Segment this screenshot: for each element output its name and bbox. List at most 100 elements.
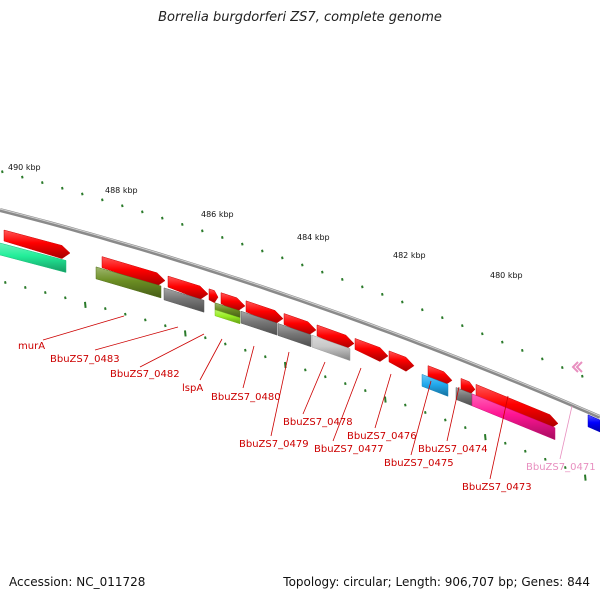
accession-text: Accession: NC_011728 [9, 575, 146, 589]
gene-callout-line [199, 338, 223, 381]
inner-tick [224, 342, 227, 346]
genome-summary-text: Topology: circular; Length: 906,707 bp; … [283, 575, 590, 589]
scale-tick [221, 235, 224, 239]
gene-feature [427, 365, 453, 387]
scale-label: 488 kbp [105, 186, 138, 195]
scale-tick [21, 175, 24, 179]
scale-tick [81, 192, 84, 196]
scale-label: 484 kbp [297, 233, 330, 242]
inner-tick [244, 348, 247, 352]
gene-feature [354, 338, 389, 362]
inner-tick [324, 375, 327, 379]
inner-tick [544, 457, 547, 461]
gene-label: BbuZS7_0477 [314, 444, 384, 455]
inner-tick [84, 301, 87, 309]
scale-tick [41, 181, 44, 185]
inner-tick [4, 280, 7, 284]
gene-feature [220, 292, 246, 312]
gene-callout-line [270, 351, 290, 437]
gene-feature [0, 242, 67, 273]
gene-feature [587, 414, 600, 433]
gene-callout-line [139, 333, 205, 368]
scale-label: 482 kbp [393, 251, 426, 260]
scale-tick [461, 324, 464, 328]
gene-callout-line [489, 395, 509, 480]
scale-tick [241, 242, 244, 246]
inner-tick [24, 285, 27, 289]
gene-feature [245, 300, 284, 325]
gene-feature [283, 313, 317, 336]
inner-tick [464, 426, 467, 430]
gene-label: BbuZS7_0473 [462, 482, 532, 493]
scale-tick [361, 285, 364, 289]
inner-tick [164, 324, 167, 328]
genome-backbone-highlight [0, 208, 600, 417]
scale-tick [201, 229, 204, 233]
inner-tick [504, 441, 507, 445]
scale-tick [121, 204, 124, 208]
gene-label: BbuZS7_0479 [239, 439, 309, 450]
gene-feature [475, 383, 559, 430]
inner-tick [384, 396, 387, 403]
gene-label: BbuZS7_0482 [110, 369, 180, 380]
gene-feature [163, 287, 205, 313]
gene-feature [311, 334, 351, 361]
gene-callout-line [374, 373, 392, 429]
gene-label: BbuZS7_0474 [418, 444, 488, 455]
gene-feature [277, 323, 312, 348]
scale-tick [101, 198, 104, 202]
gene-feature [208, 288, 219, 304]
scale-tick [161, 216, 164, 220]
scale-tick [541, 357, 544, 361]
gene-feature [101, 256, 166, 287]
inner-tick [424, 410, 427, 414]
inner-tick [204, 336, 207, 340]
inner-tick [484, 434, 487, 441]
scale-label: 486 kbp [201, 210, 234, 219]
inner-tick [304, 368, 307, 372]
gene-label: BbuZS7_0475 [384, 458, 454, 469]
inner-tick [564, 466, 567, 470]
scale-tick [501, 340, 504, 344]
inner-tick [344, 382, 347, 386]
scale-tick [561, 366, 564, 370]
inner-tick [364, 389, 367, 393]
gene-callout-line [94, 326, 179, 351]
map-title: Borrelia burgdorferi ZS7, complete genom… [158, 10, 442, 25]
genome-backbone [0, 208, 600, 419]
gene-callout-line [302, 361, 326, 415]
gene-label: lspA [182, 383, 203, 394]
inner-tick [524, 449, 527, 453]
scale-tick [301, 263, 304, 267]
chevron-marker [571, 361, 583, 373]
scale-tick [321, 270, 324, 274]
scale-tick [401, 300, 404, 304]
gene-feature [471, 393, 556, 441]
inner-tick [584, 474, 587, 481]
gene-feature [316, 324, 355, 350]
scale-tick [61, 186, 64, 190]
scale-tick [481, 332, 484, 336]
gene-feature [240, 310, 278, 336]
gene-feature [95, 266, 162, 299]
gene-label: BbuZS7_0480 [211, 392, 281, 403]
scale-tick [581, 374, 584, 378]
scale-label: 490 kbp [8, 163, 41, 172]
gene-feature [3, 229, 71, 259]
scale-tick [141, 210, 144, 214]
inner-tick [124, 312, 127, 316]
scale-tick [381, 292, 384, 296]
scale-tick [441, 316, 444, 320]
inner-tick [44, 291, 47, 295]
gene-callout-line [446, 386, 460, 442]
inner-tick [264, 355, 267, 359]
scale-tick [421, 308, 424, 312]
scale-tick [281, 256, 284, 260]
scale-tick [181, 222, 184, 226]
gene-callout-line [559, 405, 573, 460]
inner-tick [404, 403, 407, 407]
gene-label: BbuZS7_0476 [347, 431, 417, 442]
gene-label: BbuZS7_0478 [283, 417, 353, 428]
scale-tick [341, 277, 344, 281]
